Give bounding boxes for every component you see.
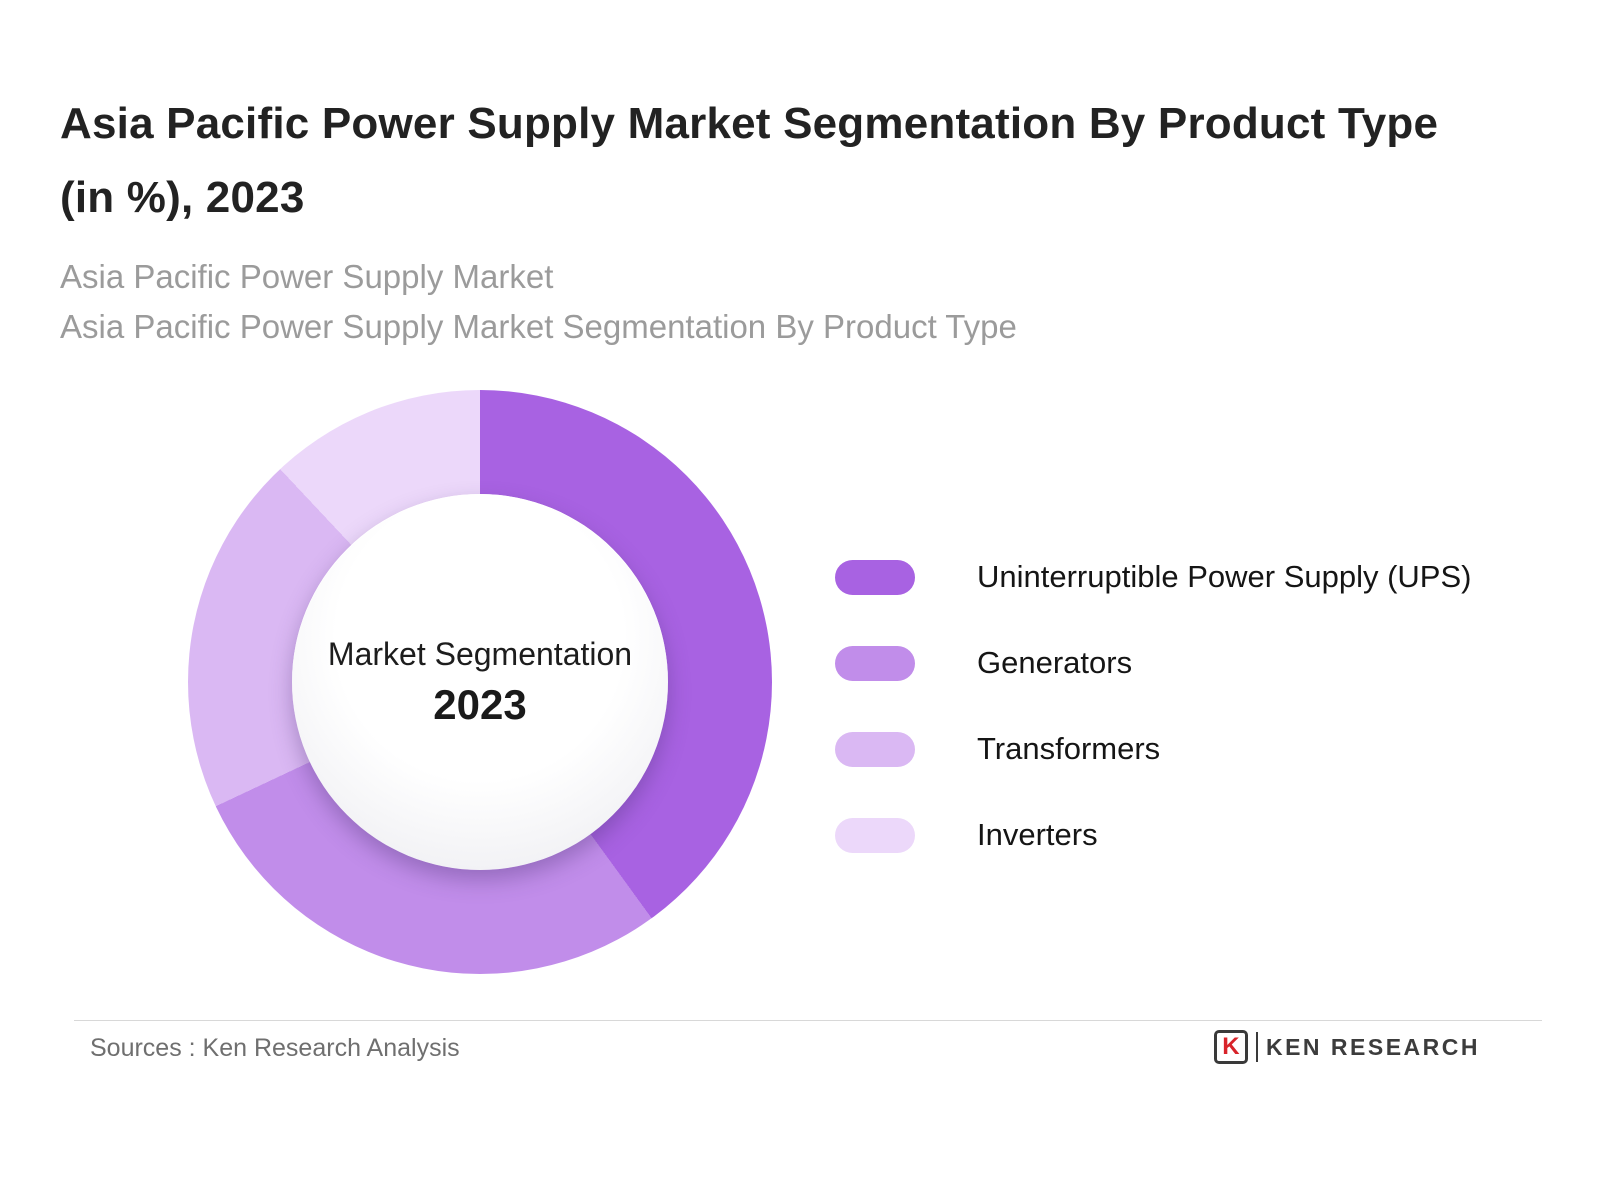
subtitle-line-1: Asia Pacific Power Supply Market (60, 258, 554, 295)
legend-label: Generators (977, 645, 1133, 680)
source-note: Sources : Ken Research Analysis (90, 1034, 460, 1062)
ken-research-logo-text: KEN RESEARCH (1265, 1033, 1480, 1060)
subtitle-line-2: Asia Pacific Power Supply Market Segment… (60, 307, 1017, 345)
legend-label: Transformers (977, 731, 1161, 766)
legend-item: Transformers (835, 730, 1472, 768)
logo-divider (1255, 1032, 1258, 1062)
donut-center-label: Market Segmentation (327, 635, 633, 672)
donut-center-year: 2023 (433, 680, 527, 728)
legend-swatch (835, 817, 915, 853)
legend-label: Uninterruptible Power Supply (UPS) (977, 559, 1472, 594)
ken-research-logo-icon: K (1213, 1030, 1248, 1064)
donut-center-circle (292, 494, 668, 870)
donut-chart: Market Segmentation 2023 (188, 390, 772, 974)
subtitle-block: Asia Pacific Power Supply Market Asia Pa… (60, 252, 1460, 351)
legend-item: Generators (835, 644, 1472, 682)
ken-research-logo: K KEN RESEARCH (1213, 1030, 1480, 1064)
legend-swatch (835, 731, 915, 767)
legend-label: Inverters (977, 817, 1098, 852)
legend-swatch (835, 645, 915, 681)
page-title: Asia Pacific Power Supply Market Segment… (60, 99, 1439, 223)
legend-item: Uninterruptible Power Supply (UPS) (835, 558, 1472, 596)
footer-divider (74, 1020, 1542, 1021)
legend-swatch (835, 559, 915, 595)
legend: Uninterruptible Power Supply (UPS) Genera… (835, 558, 1472, 854)
donut-center-text: Market Segmentation 2023 (188, 390, 772, 974)
legend-item: Inverters (835, 816, 1472, 854)
